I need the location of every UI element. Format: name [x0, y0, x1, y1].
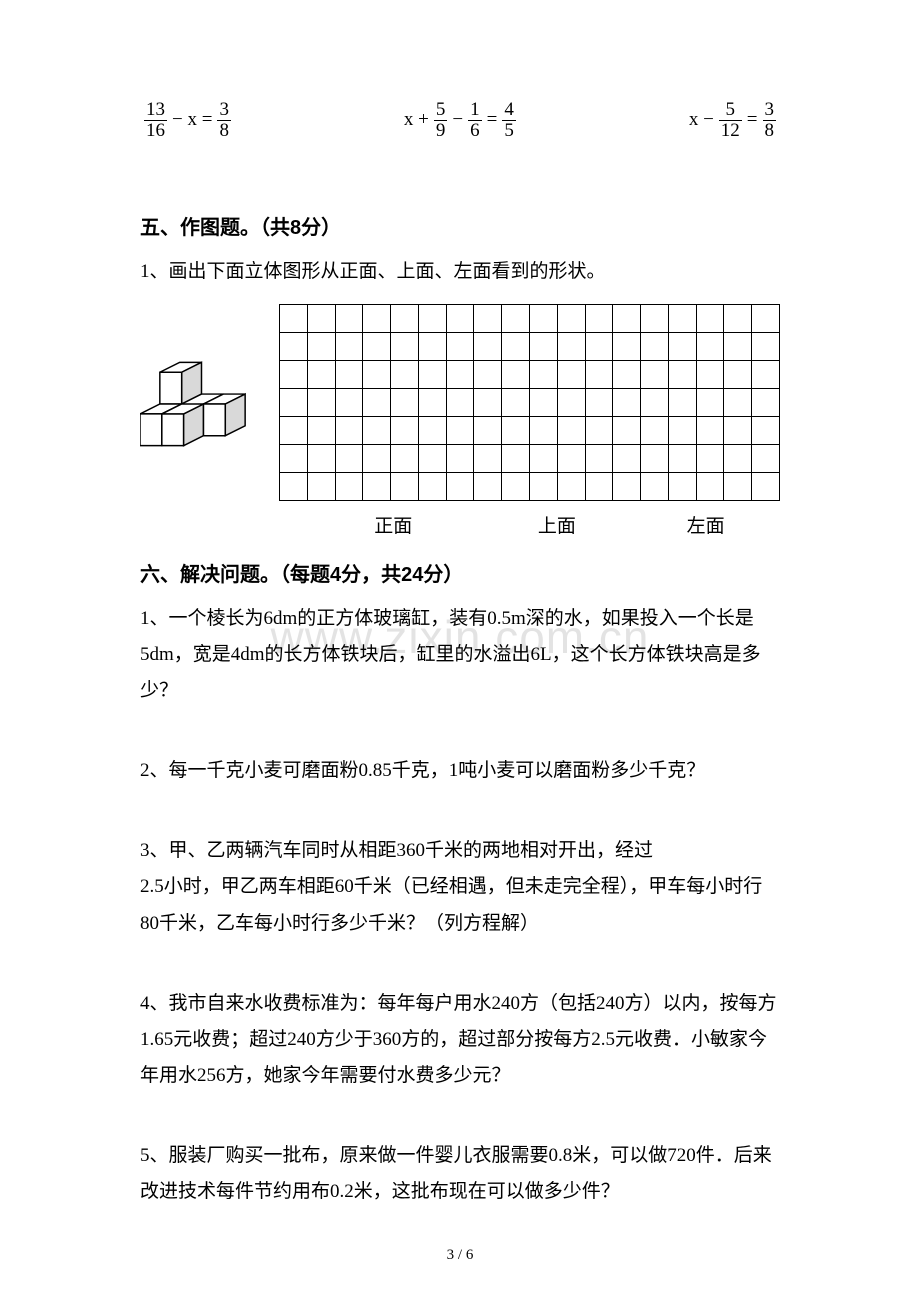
view-top-label: 上面: [483, 511, 632, 538]
section5-title: 五、作图题。（共8分）: [140, 211, 780, 240]
eq3-pre: x −: [687, 109, 716, 131]
eq2-den2: 6: [468, 121, 482, 141]
eq2-pre: x +: [402, 109, 431, 131]
eq1-num2: 3: [217, 100, 231, 121]
view-left-label: 左面: [631, 511, 780, 538]
section6-q1: 1、一个棱长为6dm的正方体玻璃缸，装有0.5m深的水，如果投入一个长是5dm，…: [140, 601, 780, 709]
figure-row: [140, 304, 780, 501]
eq3-den2: 8: [763, 121, 777, 141]
cube-figure-icon: [140, 352, 249, 452]
section6-q5: 5、服装厂购买一批布，原来做一件婴儿衣服需要0.8米，可以做720件．后来改进技…: [140, 1138, 780, 1210]
eq2-den1: 9: [434, 121, 448, 141]
eq3-num1: 5: [719, 100, 742, 121]
eq2-num2: 1: [468, 100, 482, 121]
eq3-den1: 12: [719, 121, 742, 141]
equation-1: 1316 − x = 38: [144, 100, 231, 141]
section6-q3a: 3、甲、乙两辆汽车同时从相距360千米的两地相对开出，经过: [140, 833, 780, 869]
eq3-mid: =: [745, 109, 760, 131]
eq3-num2: 3: [763, 100, 777, 121]
page-number: 3 / 6: [0, 1247, 920, 1264]
eq2-num3: 4: [502, 100, 516, 121]
section6-q2: 2、每一千克小麦可磨面粉0.85千克，1吨小麦可以磨面粉多少千克？: [140, 753, 780, 789]
eq1-mid: − x =: [170, 109, 214, 131]
eq2-mid1: −: [450, 109, 465, 131]
eq2-num1: 5: [434, 100, 448, 121]
eq1-den1: 16: [144, 121, 167, 141]
section6-q4: 4、我市自来水收费标准为：每年每户用水240方（包括240方）以内，按每方1.6…: [140, 986, 780, 1094]
eq2-den3: 5: [502, 121, 516, 141]
equation-2: x + 59 − 16 = 45: [402, 100, 516, 141]
view-labels: 正面 上面 左面: [140, 511, 780, 538]
equation-3: x − 512 = 38: [687, 100, 776, 141]
section6-title: 六、解决问题。（每题4分，共24分）: [140, 558, 780, 587]
answer-grid: [279, 304, 780, 501]
section6-q3b: 2.5小时，甲乙两车相距60千米（已经相遇，但未走完全程），甲车每小时行80千米…: [140, 869, 780, 941]
view-front-label: 正面: [304, 511, 483, 538]
eq1-den2: 8: [217, 121, 231, 141]
eq1-num1: 13: [144, 100, 167, 121]
section6-q3: 3、甲、乙两辆汽车同时从相距360千米的两地相对开出，经过 2.5小时，甲乙两车…: [140, 833, 780, 941]
equation-row: 1316 − x = 38 x + 59 − 16 = 45 x − 512 =…: [140, 100, 780, 141]
section5-q1: 1、画出下面立体图形从正面、上面、左面看到的形状。: [140, 254, 780, 290]
eq2-mid2: =: [485, 109, 500, 131]
